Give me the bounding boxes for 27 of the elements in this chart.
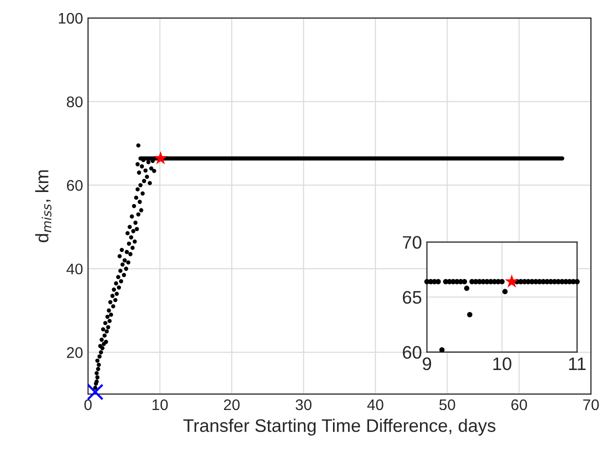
point (504, 274, 519, 288)
x-tick-label: 10 (493, 357, 512, 370)
x-tick-label: 10 (152, 399, 168, 410)
x-tick-label: 20 (224, 399, 240, 410)
x-tick-label: 50 (439, 399, 456, 410)
x-axis-title: Transfer Starting Time Difference, days (183, 418, 496, 436)
y-tick-label: 20 (66, 347, 83, 358)
x-tick-label: 30 (296, 399, 312, 410)
y-tick-label: 60 (66, 180, 83, 191)
x-tick-label: 9 (422, 357, 432, 370)
y-tick-label: 40 (66, 264, 83, 274)
point (502, 288, 508, 294)
point (439, 347, 445, 352)
y-tick-label: 60 (402, 346, 422, 359)
x-tick-label: 11 (569, 358, 586, 370)
point (467, 312, 472, 318)
y-tick-label: 100 (58, 12, 83, 24)
point (436, 279, 441, 284)
y-axis-title: d$_{miss}$, km (35, 170, 52, 242)
point (464, 286, 470, 291)
x-tick-label: 70 (583, 399, 599, 410)
x-tick-label: 40 (367, 399, 384, 410)
x-tick-label: 60 (511, 399, 527, 410)
y-tick-label: 80 (66, 96, 83, 108)
y-tick-label: 65 (402, 291, 422, 304)
y-tick-label: 70 (402, 236, 422, 249)
x-tick-label: 0 (84, 399, 92, 410)
